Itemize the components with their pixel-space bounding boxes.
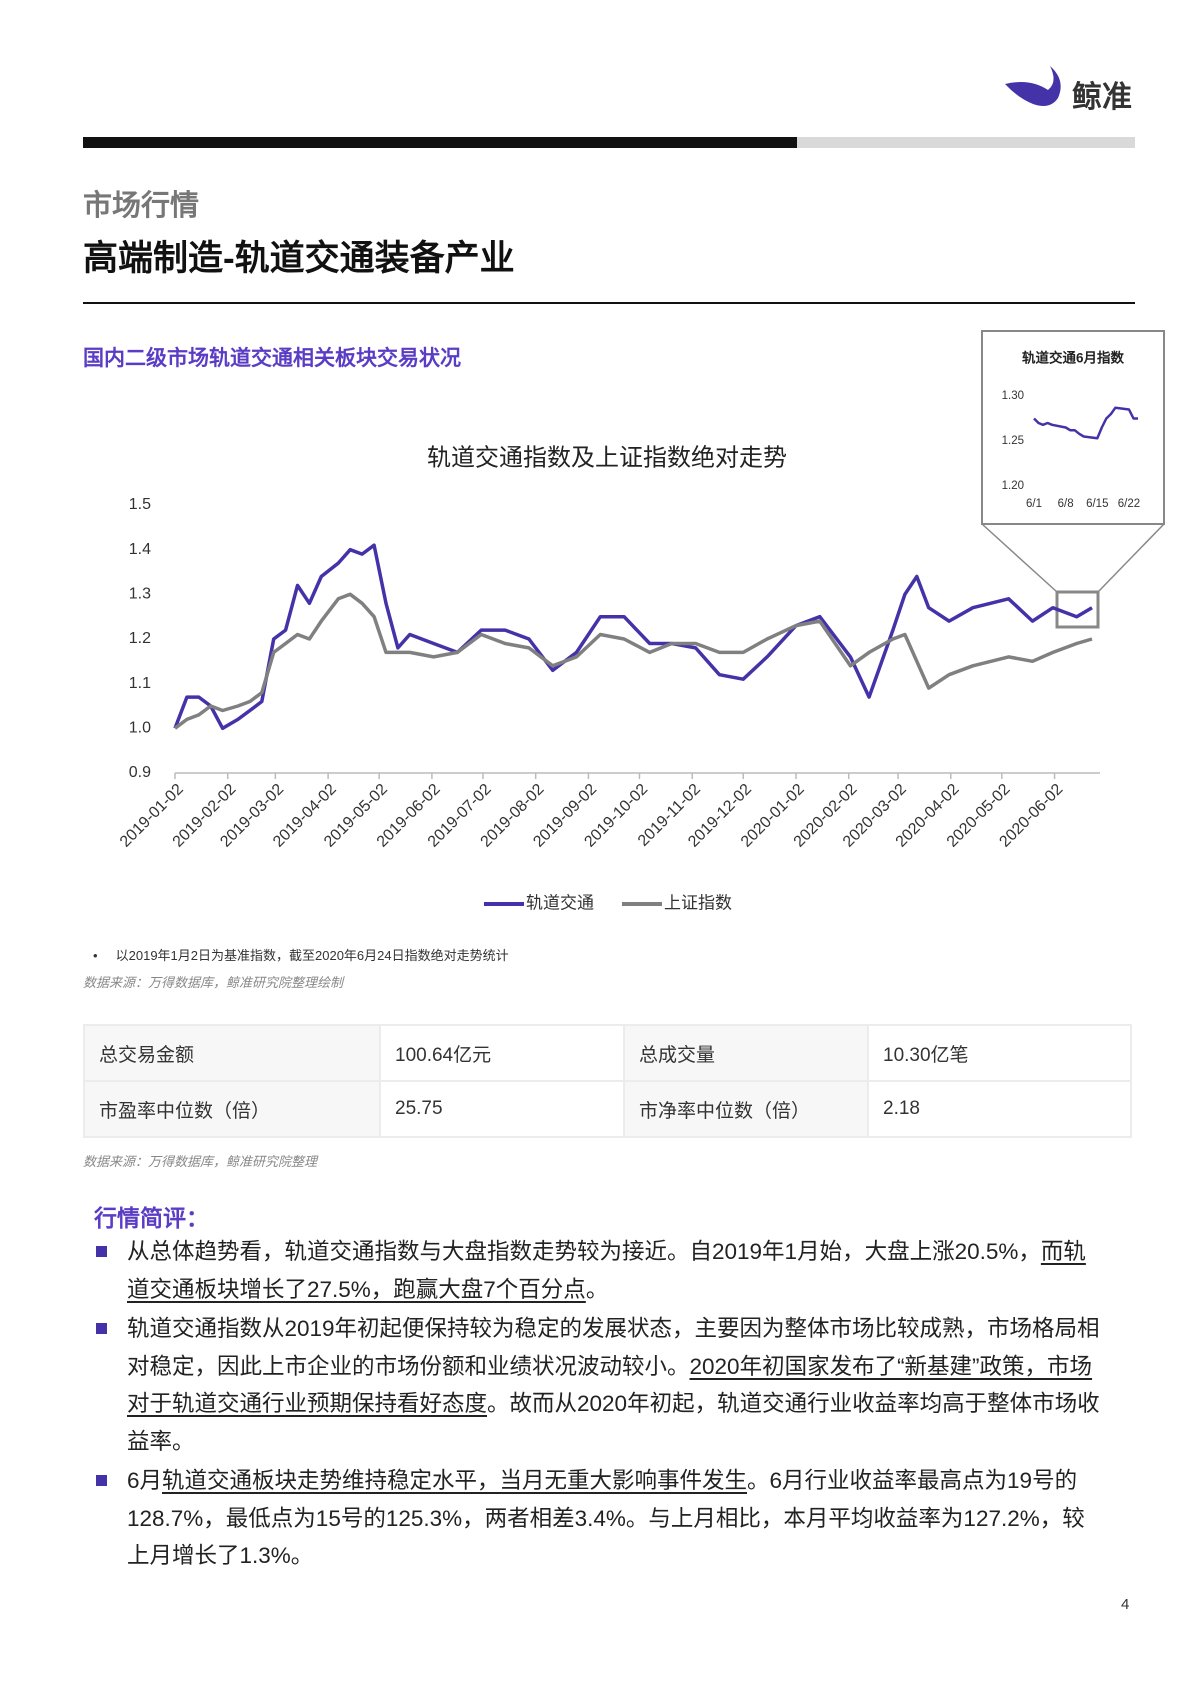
underlined-text: 轨道交通板块走势维持稳定水平，当月无重大影响事件发生 bbox=[162, 1468, 748, 1493]
page-title: 高端制造-轨道交通装备产业 bbox=[83, 239, 515, 278]
table-cell: 100.64亿元 bbox=[379, 1024, 625, 1082]
table-source: 数据来源：万得数据库，鲸准研究院整理 bbox=[83, 1154, 318, 1169]
data-line bbox=[1033, 406, 1138, 440]
connector bbox=[1097, 523, 1165, 593]
legend-label: 轨道交通 bbox=[526, 893, 594, 912]
chart-title: 轨道交通指数及上证指数绝对走势 bbox=[427, 444, 787, 471]
table-row: 总交易金额 100.64亿元 总成交量 10.30亿笔 bbox=[83, 1024, 1132, 1082]
x-tick-label: 6/15 bbox=[1086, 498, 1108, 510]
data-line bbox=[173, 543, 1093, 731]
chart-title: 轨道交通6月指数 bbox=[1022, 350, 1125, 366]
inset-frame bbox=[981, 330, 1165, 525]
table-cell: 总成交量 bbox=[623, 1024, 869, 1082]
y-tick-label: 1.25 bbox=[1002, 435, 1024, 447]
review-heading: 行情简评： bbox=[94, 1205, 209, 1231]
stats-table: 总交易金额 100.64亿元 总成交量 10.30亿笔 市盈率中位数（倍） 25… bbox=[83, 1024, 1132, 1138]
x-tick-label: 6/22 bbox=[1118, 498, 1140, 510]
connector bbox=[981, 523, 1058, 593]
chart-note: • 以2019年1月2日为基准指数，截至2020年6月24日指数绝对走势统计 bbox=[93, 948, 509, 963]
data-line bbox=[173, 592, 1093, 730]
text: 6月 bbox=[127, 1468, 163, 1493]
legend-label: 上证指数 bbox=[664, 893, 732, 912]
table-cell: 10.30亿笔 bbox=[867, 1024, 1132, 1082]
header-bar bbox=[83, 137, 797, 148]
y-tick-label: 1.1 bbox=[129, 675, 151, 692]
chart-source: 数据来源：万得数据库，鲸准研究院整理绘制 bbox=[83, 975, 344, 990]
review-item: 轨道交通指数从2019年初起便保持较为稳定的发展状态，主要因为整体市场比较成熟，… bbox=[96, 1310, 1104, 1460]
x-tick-label: 6/1 bbox=[1026, 498, 1042, 510]
underlined-text: 2020年初国家发布了“新基建”政策，市场对于轨道交通行业预期保持看好态度 bbox=[127, 1353, 1093, 1417]
text: 轨道交通指数从2019年初起便保持较为稳定的发展状态，主要因为整体市场比较成熟，… bbox=[127, 1316, 1100, 1379]
underlined-text: 而轨道交通板块增长了27.5%，跑赢大盘7个百分点 bbox=[127, 1239, 1086, 1302]
y-tick-label: 1.3 bbox=[129, 586, 151, 603]
y-tick-label: 1.20 bbox=[1002, 480, 1024, 492]
table-row: 市盈率中位数（倍） 25.75 市净率中位数（倍） 2.18 bbox=[83, 1080, 1132, 1138]
table-cell: 25.75 bbox=[379, 1080, 625, 1138]
y-tick-label: 1.5 bbox=[129, 496, 151, 513]
text: 。 bbox=[585, 1276, 609, 1302]
header-bar-light bbox=[797, 137, 1135, 148]
y-tick-label: 1.4 bbox=[129, 541, 151, 558]
chart-section-title: 国内二级市场轨道交通相关板块交易状况 bbox=[83, 347, 461, 370]
text: 。6月行业收益率最高点为19号的128.7%，最低点为15号的125.3%，两者… bbox=[127, 1468, 1085, 1568]
table-cell: 总交易金额 bbox=[83, 1024, 381, 1082]
logo-mark bbox=[1005, 66, 1061, 106]
table-cell: 市净率中位数（倍） bbox=[623, 1080, 869, 1138]
y-tick-label: 1.30 bbox=[1002, 390, 1024, 402]
logo-text: 鲸准 bbox=[1072, 81, 1132, 114]
text: 从总体趋势看，轨道交通指数与大盘指数走势较为接近。自2019年1月始，大盘上涨2… bbox=[127, 1239, 1041, 1264]
table-cell: 2.18 bbox=[867, 1080, 1132, 1138]
y-tick-label: 0.9 bbox=[129, 764, 151, 781]
table-cell: 市盈率中位数（倍） bbox=[83, 1080, 381, 1138]
review-item: 6月轨道交通板块走势维持稳定水平，当月无重大影响事件发生。6月行业收益率最高点为… bbox=[96, 1462, 1104, 1575]
page-number: 4 bbox=[1121, 1596, 1130, 1613]
y-tick-label: 1.0 bbox=[129, 720, 151, 737]
section-label: 市场行情 bbox=[83, 190, 200, 222]
chart-note-text: 以2019年1月2日为基准指数，截至2020年6月24日指数绝对走势统计 bbox=[115, 948, 509, 963]
x-tick-label: 6/8 bbox=[1058, 498, 1074, 510]
review-item: 从总体趋势看，轨道交通指数与大盘指数走势较为接近。自2019年1月始，大盘上涨2… bbox=[96, 1233, 1104, 1308]
y-tick-label: 1.2 bbox=[129, 630, 151, 647]
review-list: 从总体趋势看，轨道交通指数与大盘指数走势较为接近。自2019年1月始，大盘上涨2… bbox=[96, 1233, 1104, 1577]
text: 。故而从2020年初起，轨道交通行业收益率均高于整体市场收益率。 bbox=[127, 1391, 1100, 1454]
